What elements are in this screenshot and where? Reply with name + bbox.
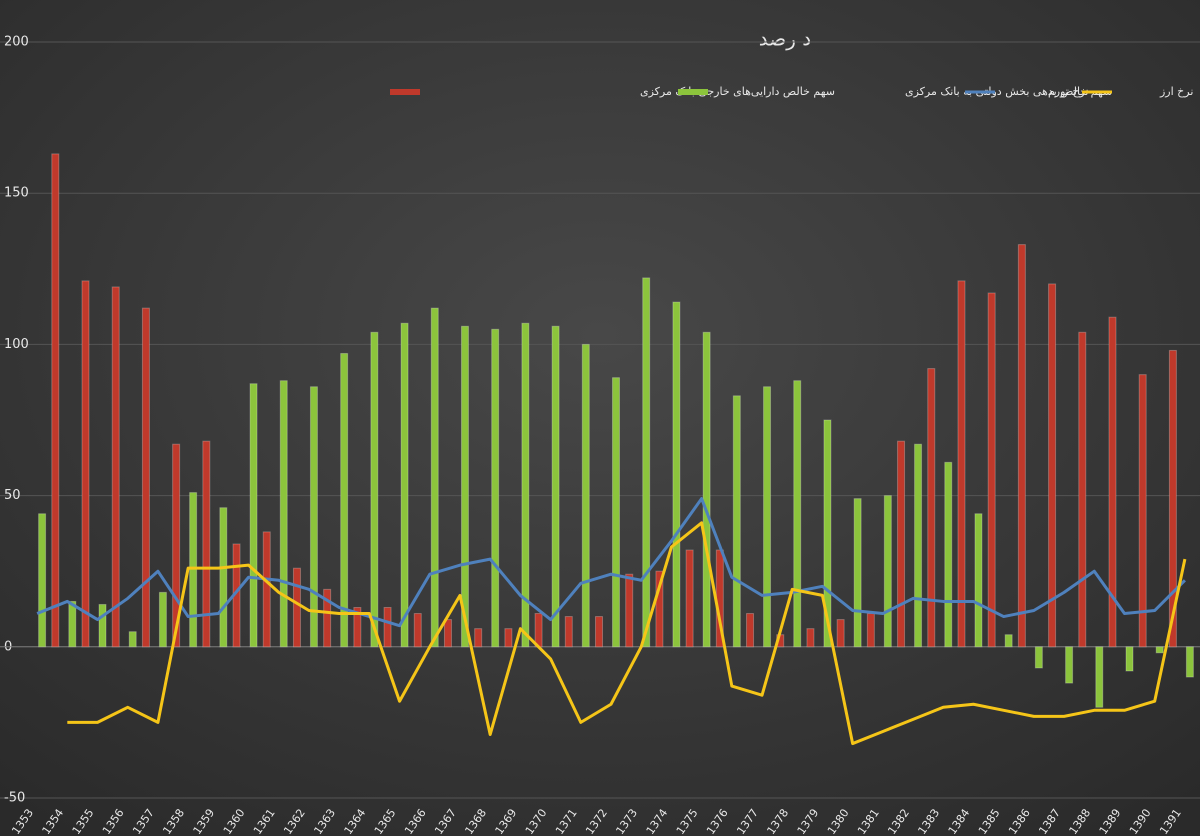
bar xyxy=(944,461,953,648)
bar xyxy=(1004,634,1013,648)
chart-title: د رصد xyxy=(759,27,811,51)
bar xyxy=(1138,374,1147,648)
bar xyxy=(51,153,60,648)
legend-label: سهم خالص دارایی‌های خارجی بانک مرکزی xyxy=(640,85,835,98)
bar xyxy=(279,380,288,648)
bar xyxy=(504,628,513,648)
bar xyxy=(836,619,845,648)
bar xyxy=(111,286,120,648)
bar xyxy=(1034,646,1043,669)
bar xyxy=(1185,646,1194,678)
bar xyxy=(1095,646,1104,708)
line xyxy=(36,497,1186,628)
bar xyxy=(81,280,90,648)
bar xyxy=(685,549,694,648)
bar xyxy=(642,277,651,648)
bar xyxy=(1048,283,1057,648)
bar xyxy=(98,603,107,648)
bar xyxy=(323,588,332,648)
bar xyxy=(625,573,634,648)
bar xyxy=(612,377,620,648)
bar xyxy=(806,628,815,648)
bar xyxy=(974,513,983,648)
bar xyxy=(443,619,452,648)
bar xyxy=(655,570,664,648)
bar xyxy=(262,531,271,648)
bar xyxy=(1017,244,1026,648)
bar xyxy=(927,368,936,648)
legend-swatch xyxy=(390,89,420,95)
bar xyxy=(672,301,681,648)
bar xyxy=(172,443,181,648)
legend-label: نرخ ارز xyxy=(1159,85,1193,98)
bar xyxy=(491,328,500,648)
y-tick-label: 150 xyxy=(4,186,29,201)
bar xyxy=(866,613,875,648)
bar xyxy=(987,292,996,648)
bar xyxy=(732,395,741,648)
bar xyxy=(430,307,439,648)
bar xyxy=(1168,349,1177,648)
y-tick-label: 100 xyxy=(4,337,29,352)
bar xyxy=(534,613,543,648)
bar xyxy=(141,307,150,648)
bar xyxy=(292,567,301,648)
bar xyxy=(957,280,966,648)
bar xyxy=(309,386,318,648)
bar xyxy=(340,352,349,648)
legend-swatch xyxy=(678,89,708,95)
bar xyxy=(595,616,603,648)
bar xyxy=(763,386,772,648)
bar xyxy=(158,591,167,648)
bar xyxy=(897,440,906,648)
bar xyxy=(1155,646,1164,654)
bar xyxy=(219,507,228,648)
bar xyxy=(413,613,422,648)
bar xyxy=(883,495,892,648)
bar xyxy=(189,492,198,648)
bar xyxy=(1065,646,1074,684)
y-tick-label: 200 xyxy=(4,35,29,50)
y-tick-label: 50 xyxy=(4,488,21,503)
bar xyxy=(823,419,832,648)
bar xyxy=(793,380,802,648)
bar xyxy=(38,513,47,648)
bar xyxy=(400,322,409,648)
legend-label: نرخ تورم xyxy=(1048,85,1089,98)
legend-label: سهم خالص بدهی بخش دولتی به بانک مرکزی xyxy=(905,85,1112,98)
bar xyxy=(249,383,258,648)
bar xyxy=(521,322,530,648)
bar xyxy=(370,331,379,648)
bar xyxy=(383,606,392,648)
bar xyxy=(746,613,755,648)
bar xyxy=(460,325,469,648)
bar xyxy=(1078,331,1087,648)
bar xyxy=(564,616,573,648)
bar xyxy=(853,498,862,648)
bar xyxy=(474,628,483,648)
y-tick-label: -50 xyxy=(4,791,25,806)
bar xyxy=(914,443,923,648)
bar xyxy=(702,331,711,648)
bar xyxy=(1125,646,1134,672)
bar xyxy=(128,631,137,648)
bar xyxy=(202,440,211,648)
bar xyxy=(581,343,590,648)
bar xyxy=(353,606,362,648)
line xyxy=(67,521,1187,746)
bar xyxy=(68,600,77,648)
bar xyxy=(1108,316,1117,648)
bar xyxy=(551,325,560,648)
